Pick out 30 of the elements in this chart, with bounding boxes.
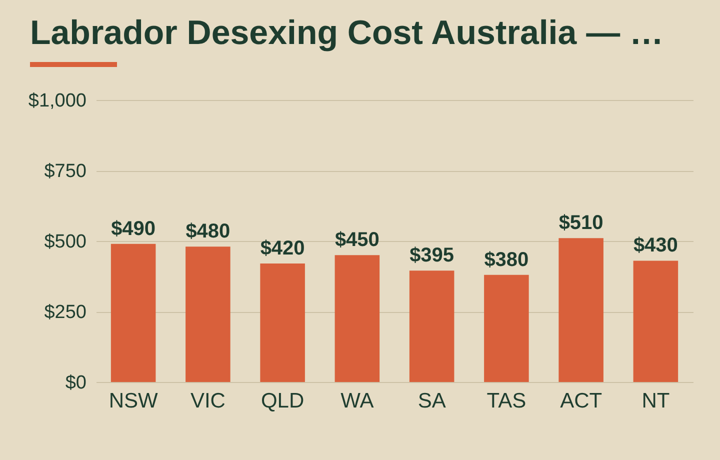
data-label: $395 xyxy=(410,244,454,267)
bar xyxy=(334,255,380,382)
data-label: $430 xyxy=(633,234,678,257)
data-label: $480 xyxy=(186,220,230,243)
x-tick-label: NT xyxy=(642,390,670,412)
y-tick-label: $0 xyxy=(65,372,86,394)
data-label: $490 xyxy=(111,218,156,240)
y-tick-label: $500 xyxy=(44,232,86,252)
data-label: $510 xyxy=(558,212,604,234)
chart-title: Labrador Desexing Cost Australia — … xyxy=(30,14,664,53)
data-label: $420 xyxy=(260,238,305,260)
y-tick-label: $750 xyxy=(44,161,86,182)
y-tick-label: $1,000 xyxy=(28,90,86,112)
bar xyxy=(484,274,529,382)
bar xyxy=(409,270,454,382)
x-tick-label: ACT xyxy=(560,390,602,412)
bar xyxy=(186,246,230,382)
x-tick-label: VIC xyxy=(190,390,226,412)
bar xyxy=(260,264,305,382)
x-tick-label: SA xyxy=(418,390,446,412)
bar xyxy=(558,238,604,382)
data-label: $380 xyxy=(484,248,529,271)
x-tick-label: NSW xyxy=(108,390,158,412)
bar xyxy=(633,260,678,382)
x-tick-label: TAS xyxy=(486,390,526,412)
x-tick-label: WA xyxy=(340,390,374,412)
y-tick-label: $250 xyxy=(44,302,86,323)
bar xyxy=(110,244,156,382)
x-tick-label: QLD xyxy=(260,390,304,412)
data-label: $450 xyxy=(334,229,380,252)
